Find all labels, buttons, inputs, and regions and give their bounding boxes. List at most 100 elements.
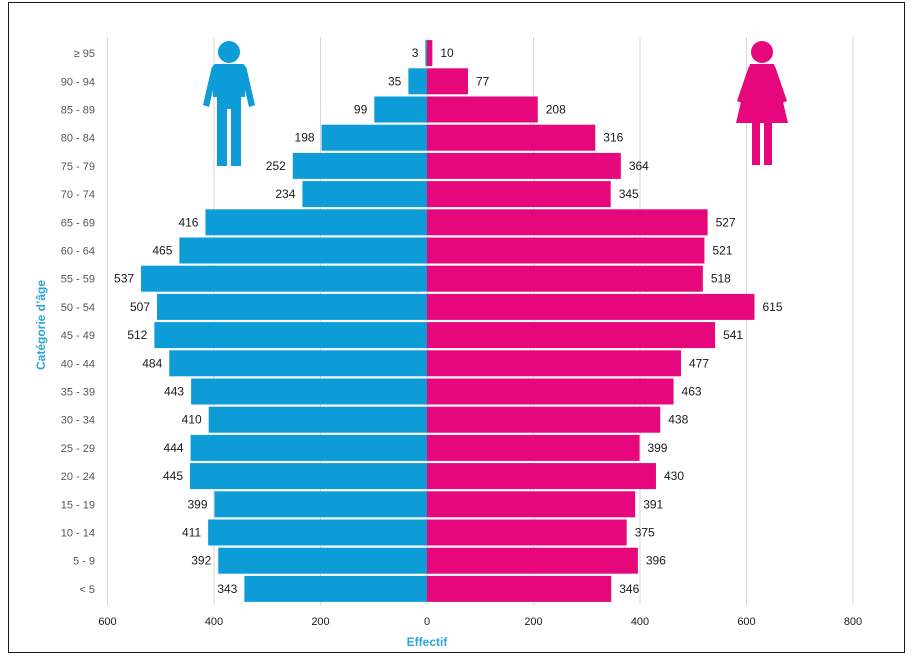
bar-female: [427, 463, 656, 490]
bar-male: [208, 519, 427, 546]
category-label: 30 - 34: [61, 415, 95, 427]
category-label: 25 - 29: [61, 443, 95, 455]
value-label-female: 430: [664, 469, 684, 483]
category-label: 10 - 14: [61, 528, 95, 540]
bar-female: [427, 96, 538, 123]
category-label: 90 - 94: [61, 76, 95, 88]
bar-male: [244, 575, 427, 602]
value-label-male: 443: [164, 385, 184, 399]
value-label-male: 343: [217, 582, 237, 596]
value-label-female: 541: [723, 328, 743, 342]
category-label: 45 - 49: [61, 330, 95, 342]
value-label-female: 77: [476, 74, 490, 88]
value-label-male: 198: [295, 131, 315, 145]
bar-male: [141, 265, 428, 292]
x-tick-label: 0: [424, 616, 430, 628]
value-label-female: 391: [643, 497, 663, 511]
chart-frame: ≥ 95 90 - 94 85 - 89 80 - 84 75 - 79 70 - 74 6…: [8, 2, 905, 653]
value-label-male: 252: [266, 159, 286, 173]
category-label: 35 - 39: [61, 387, 95, 399]
value-label-male: 416: [178, 215, 198, 229]
value-label-male: 410: [182, 413, 202, 427]
value-label-male: 507: [130, 300, 150, 314]
category-label: ≥ 95: [74, 48, 95, 60]
bar-male: [408, 68, 427, 95]
value-label-female: 463: [682, 385, 702, 399]
bar-male: [374, 96, 427, 123]
bar-female: [427, 265, 703, 292]
category-label: 75 - 79: [61, 161, 95, 173]
category-label: 65 - 69: [61, 217, 95, 229]
category-label: 5 - 9: [73, 556, 95, 568]
value-label-male: 445: [163, 469, 183, 483]
bars: [141, 40, 755, 602]
value-label-male: 35: [388, 74, 402, 88]
value-label-female: 345: [619, 187, 639, 201]
value-label-female: 438: [668, 413, 688, 427]
value-label-male: 537: [114, 272, 134, 286]
value-label-male: 234: [275, 187, 295, 201]
value-label-male: 392: [191, 554, 211, 568]
value-label-female: 10: [440, 46, 454, 60]
bar-female: [427, 237, 705, 264]
bar-male: [425, 40, 427, 67]
value-label-male: 444: [164, 441, 184, 455]
bar-female: [427, 519, 627, 546]
value-label-female: 527: [716, 215, 736, 229]
x-tick-label: 400: [631, 616, 649, 628]
category-label: 80 - 84: [61, 133, 95, 145]
bar-female: [427, 350, 682, 377]
value-labels: 3 10 35 77 99 208 198 316 252 364 234 345 416 527 465 5…: [114, 46, 783, 596]
category-label: 40 - 44: [61, 358, 95, 370]
value-label-female: 375: [635, 526, 655, 540]
bar-female: [427, 406, 661, 433]
bar-female: [427, 322, 716, 349]
value-label-male: 399: [188, 497, 208, 511]
value-label-female: 346: [619, 582, 639, 596]
value-label-male: 465: [152, 244, 172, 258]
value-label-male: 3: [412, 46, 419, 60]
bar-male: [157, 293, 427, 320]
x-axis-title: Effectif: [407, 635, 449, 649]
bar-male: [208, 406, 427, 433]
value-label-female: 399: [647, 441, 667, 455]
category-label: 15 - 19: [61, 499, 95, 511]
male-person-icon: [203, 41, 255, 166]
category-label: 70 - 74: [61, 189, 95, 201]
x-tick-label: 200: [524, 616, 542, 628]
bar-female: [427, 547, 638, 574]
value-label-female: 615: [762, 300, 782, 314]
bar-male: [179, 237, 427, 264]
bar-female: [427, 124, 596, 151]
bar-female: [427, 181, 611, 208]
value-label-male: 99: [354, 103, 368, 117]
category-label: 60 - 64: [61, 246, 95, 258]
value-label-male: 411: [182, 526, 201, 540]
value-label-female: 521: [712, 244, 732, 258]
bar-female: [427, 152, 621, 179]
bar-female: [427, 293, 755, 320]
bar-male: [191, 378, 427, 405]
bar-female: [427, 209, 708, 236]
bar-male: [214, 491, 427, 518]
y-axis-title: Catégorie d’âge: [34, 280, 48, 370]
category-labels: ≥ 95 90 - 94 85 - 89 80 - 84 75 - 79 70 - 74 6…: [61, 48, 95, 596]
value-label-female: 208: [546, 103, 566, 117]
value-label-male: 512: [127, 328, 147, 342]
bar-female: [427, 68, 469, 95]
x-tick-label: 600: [98, 616, 116, 628]
female-person-icon: [736, 41, 788, 165]
value-label-female: 316: [603, 131, 623, 145]
bar-female: [427, 491, 636, 518]
bar-male: [292, 152, 427, 179]
bar-male: [190, 463, 427, 490]
x-tick-label: 400: [205, 616, 223, 628]
category-label: < 5: [79, 584, 95, 596]
bar-male: [154, 322, 428, 349]
x-tick-label: 200: [311, 616, 329, 628]
category-label: 50 - 54: [61, 302, 95, 314]
value-label-female: 364: [629, 159, 649, 173]
bar-male: [205, 209, 427, 236]
category-label: 85 - 89: [61, 105, 95, 117]
population-pyramid-chart: ≥ 95 90 - 94 85 - 89 80 - 84 75 - 79 70 - 74 6…: [34, 37, 862, 649]
